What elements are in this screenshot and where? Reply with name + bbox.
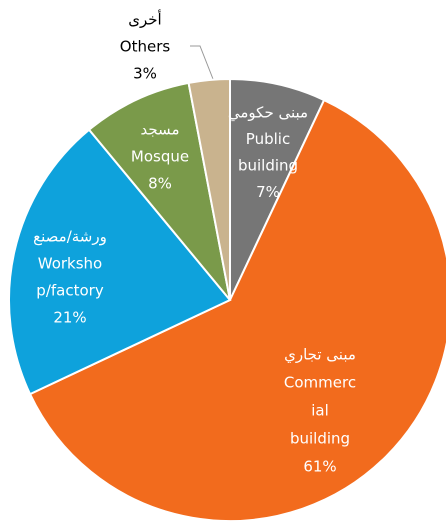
slice-label: Worksho xyxy=(38,255,102,273)
slice-label: building xyxy=(238,157,298,175)
pie-slice xyxy=(8,128,232,396)
slice-label: مسجد xyxy=(141,121,180,139)
value-label: 3% xyxy=(133,65,157,83)
value-label: 21% xyxy=(53,309,86,327)
slice-label: أخرى xyxy=(128,10,161,29)
slice-label: مبنى حكومي xyxy=(228,104,308,123)
slice-label: building xyxy=(290,430,350,448)
slice-label: مبنى تجاري xyxy=(284,346,356,365)
slice-label: Others xyxy=(120,38,171,56)
value-label: 8% xyxy=(148,175,172,193)
slice-label: p/factory xyxy=(36,282,104,300)
slice-label: Mosque xyxy=(131,148,189,166)
leader-line xyxy=(190,45,214,80)
slice-label: Public xyxy=(246,130,290,148)
pie-slice xyxy=(187,77,231,301)
value-label: 7% xyxy=(256,183,280,201)
slice-label: Commerc xyxy=(284,374,356,392)
slice-label: ial xyxy=(311,402,329,420)
slice-label: ورشة/مصنع xyxy=(33,228,107,246)
pie-slice xyxy=(87,81,231,301)
pie-slice xyxy=(28,98,446,522)
value-label: 61% xyxy=(303,458,336,476)
